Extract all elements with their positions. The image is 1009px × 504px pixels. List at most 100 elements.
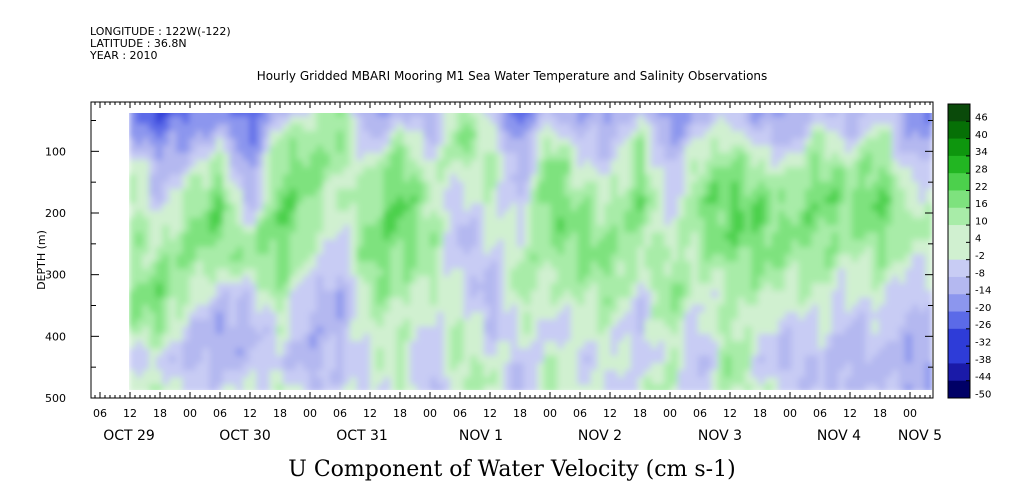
heatmap-cell bbox=[604, 355, 612, 364]
heatmap-cell bbox=[858, 283, 866, 292]
heatmap-cell bbox=[824, 123, 833, 132]
heatmap-cell bbox=[811, 254, 820, 263]
heatmap-cell bbox=[416, 297, 425, 306]
heatmap-cell bbox=[878, 181, 886, 190]
heatmap-cell bbox=[697, 203, 706, 212]
heatmap-cell bbox=[630, 254, 639, 263]
heatmap-cell bbox=[925, 319, 932, 328]
heatmap-cell bbox=[858, 370, 866, 379]
heatmap-cell bbox=[871, 283, 880, 292]
heatmap-cell bbox=[878, 384, 886, 390]
heatmap-cell bbox=[517, 152, 525, 161]
heatmap-cell bbox=[758, 275, 766, 284]
heatmap-cell bbox=[650, 290, 659, 299]
heatmap-cell bbox=[302, 268, 311, 277]
heatmap-cell bbox=[764, 370, 773, 379]
heatmap-cell bbox=[215, 370, 224, 379]
heatmap-cell bbox=[135, 297, 144, 306]
heatmap-cell bbox=[584, 377, 592, 386]
heatmap-cell bbox=[129, 326, 137, 335]
heatmap-cell bbox=[490, 283, 498, 292]
heatmap-cell bbox=[336, 188, 344, 197]
heatmap-cell bbox=[871, 225, 880, 234]
heatmap-cell bbox=[584, 275, 592, 284]
heatmap-cell bbox=[590, 181, 599, 190]
heatmap-cell bbox=[343, 130, 351, 140]
heatmap-cell bbox=[550, 348, 559, 357]
heatmap-cell bbox=[323, 319, 331, 328]
heatmap-cell bbox=[389, 297, 398, 306]
heatmap-cell bbox=[530, 326, 538, 335]
heatmap-cell bbox=[570, 355, 579, 364]
heatmap-cell bbox=[691, 210, 699, 219]
heatmap-cell bbox=[236, 326, 244, 335]
heatmap-cell bbox=[209, 123, 217, 132]
heatmap-cell bbox=[731, 181, 739, 190]
heatmap-cell bbox=[149, 348, 157, 357]
heatmap-cell bbox=[389, 188, 398, 197]
heatmap-cell bbox=[450, 138, 458, 147]
heatmap-cell bbox=[376, 283, 385, 292]
heatmap-cell bbox=[744, 167, 753, 176]
heatmap-cell bbox=[784, 232, 793, 241]
heatmap-cell bbox=[918, 333, 927, 342]
heatmap-cell bbox=[744, 188, 753, 197]
heatmap-cell bbox=[343, 362, 351, 371]
heatmap-cell bbox=[383, 297, 391, 306]
heatmap-cell bbox=[175, 188, 184, 197]
heatmap-cell bbox=[369, 384, 378, 390]
heatmap-cell bbox=[329, 341, 338, 350]
heatmap-cell bbox=[604, 225, 612, 234]
heatmap-cell bbox=[456, 370, 465, 379]
heatmap-cell bbox=[644, 217, 652, 226]
heatmap-cell bbox=[905, 304, 913, 313]
heatmap-cell bbox=[597, 341, 605, 350]
heatmap-cell bbox=[209, 152, 217, 161]
heatmap-cell bbox=[617, 145, 625, 154]
heatmap-cell bbox=[570, 268, 579, 277]
heatmap-cell bbox=[215, 138, 224, 147]
heatmap-cell bbox=[845, 304, 853, 313]
heatmap-cell bbox=[630, 167, 639, 176]
heatmap-cell bbox=[731, 326, 739, 335]
heatmap-cell bbox=[771, 261, 779, 270]
heatmap-cell bbox=[610, 113, 619, 118]
heatmap-cell bbox=[577, 326, 585, 335]
heatmap-cell bbox=[650, 174, 659, 183]
heatmap-cell bbox=[383, 130, 391, 140]
heatmap-cell bbox=[262, 304, 271, 313]
heatmap-cell bbox=[684, 304, 692, 313]
heatmap-cell bbox=[744, 275, 753, 284]
heatmap-cell bbox=[865, 341, 873, 350]
heatmap-cell bbox=[396, 138, 405, 147]
heatmap-cell bbox=[878, 159, 886, 169]
heatmap-cell bbox=[229, 232, 237, 241]
heatmap-cell bbox=[557, 225, 565, 234]
heatmap-cell bbox=[677, 275, 686, 284]
heatmap-cell bbox=[563, 290, 572, 299]
heatmap-cell bbox=[336, 283, 344, 292]
heatmap-cell bbox=[584, 116, 592, 125]
heatmap-cell bbox=[510, 152, 518, 161]
heatmap-cell bbox=[316, 123, 324, 132]
heatmap-cell bbox=[557, 217, 565, 226]
heatmap-cell bbox=[671, 348, 679, 357]
heatmap-cell bbox=[369, 174, 378, 183]
heatmap-cell bbox=[563, 362, 572, 371]
heatmap-cell bbox=[657, 326, 666, 335]
heatmap-cell bbox=[804, 261, 813, 270]
heatmap-cell bbox=[657, 370, 666, 379]
heatmap-cell bbox=[597, 159, 605, 169]
heatmap-cell bbox=[476, 333, 485, 342]
heatmap-cell bbox=[684, 188, 692, 197]
heatmap-cell bbox=[483, 174, 492, 183]
heatmap-cell bbox=[323, 152, 331, 161]
heatmap-cell bbox=[818, 225, 826, 234]
heatmap-cell bbox=[650, 210, 659, 219]
heatmap-cell bbox=[858, 203, 866, 212]
heatmap-cell bbox=[175, 159, 184, 169]
heatmap-cell bbox=[744, 326, 753, 335]
heatmap-cell bbox=[597, 181, 605, 190]
heatmap-cell bbox=[563, 355, 572, 364]
heatmap-cell bbox=[276, 188, 284, 197]
